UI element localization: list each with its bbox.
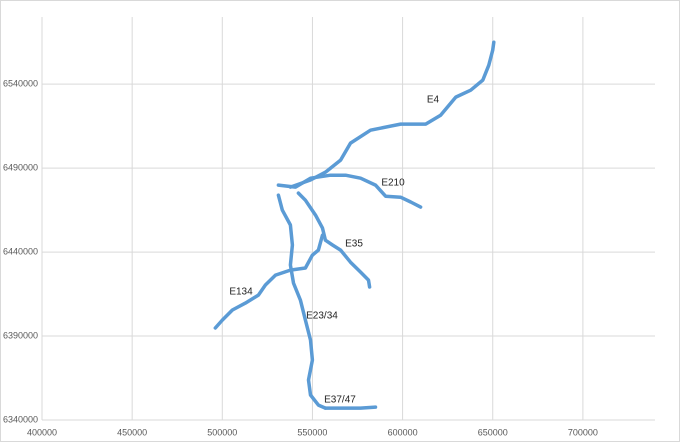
x-tick-label: 500000 [207,427,237,437]
x-tick-label: 550000 [297,427,327,437]
x-tick-label: 600000 [388,427,418,437]
series-label: E35 [345,239,363,250]
x-tick-label: 450000 [117,427,147,437]
road-line [276,173,423,209]
road-line [296,191,372,289]
x-tick-label: 700000 [568,427,598,437]
y-tick-label: 6390000 [3,330,38,340]
series-label: E134 [229,287,253,298]
series-label: E23/34 [306,311,338,322]
road-line [213,233,325,330]
x-tick-label: 650000 [478,427,508,437]
series-label: E4 [427,95,440,106]
y-tick-label: 6540000 [3,79,38,89]
road-line [323,405,378,410]
series-label: E37/47 [324,395,356,406]
road-line [276,193,328,410]
y-tick-label: 6340000 [3,414,38,424]
x-tick-label: 400000 [27,427,57,437]
y-tick-label: 6490000 [3,163,38,173]
series-label: E210 [381,178,405,189]
road-line [288,40,496,189]
y-tick-label: 6440000 [3,246,38,256]
